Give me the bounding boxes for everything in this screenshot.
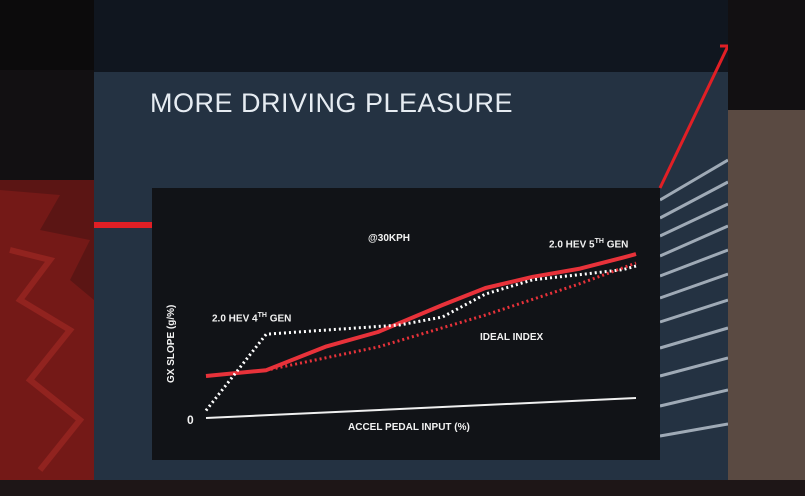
chart-panel xyxy=(152,188,660,460)
legend-4th-gen-sup: TH xyxy=(257,312,267,319)
x-axis-label: ACCEL PEDAL INPUT (%) xyxy=(348,422,470,433)
legend-4th-gen-suffix: GEN xyxy=(266,313,292,325)
speed-note: @30KPH xyxy=(368,233,410,244)
x-axis xyxy=(205,397,637,419)
series-layer xyxy=(204,252,637,412)
legend-ideal-index: IDEAL INDEX xyxy=(480,332,544,343)
y-axis-label: GX SLOPE (g/%) xyxy=(166,304,177,383)
legend-5th-gen: 2.0 HEV 5TH GEN xyxy=(549,238,628,250)
legend-5th-gen-sup: TH xyxy=(594,238,604,245)
series-line-2 xyxy=(205,261,637,378)
series-line-0 xyxy=(205,252,637,378)
origin-label: 0 xyxy=(187,413,194,427)
slide-title: MORE DRIVING PLEASURE xyxy=(150,88,514,118)
legend-5th-gen-prefix: 2.0 HEV 5 xyxy=(549,239,595,251)
series-line-1 xyxy=(204,264,637,412)
legend-4th-gen-prefix: 2.0 HEV 4 xyxy=(212,313,258,325)
legend-4th-gen: 2.0 HEV 4TH GEN xyxy=(212,312,291,324)
legend-5th-gen-suffix: GEN xyxy=(603,239,629,251)
